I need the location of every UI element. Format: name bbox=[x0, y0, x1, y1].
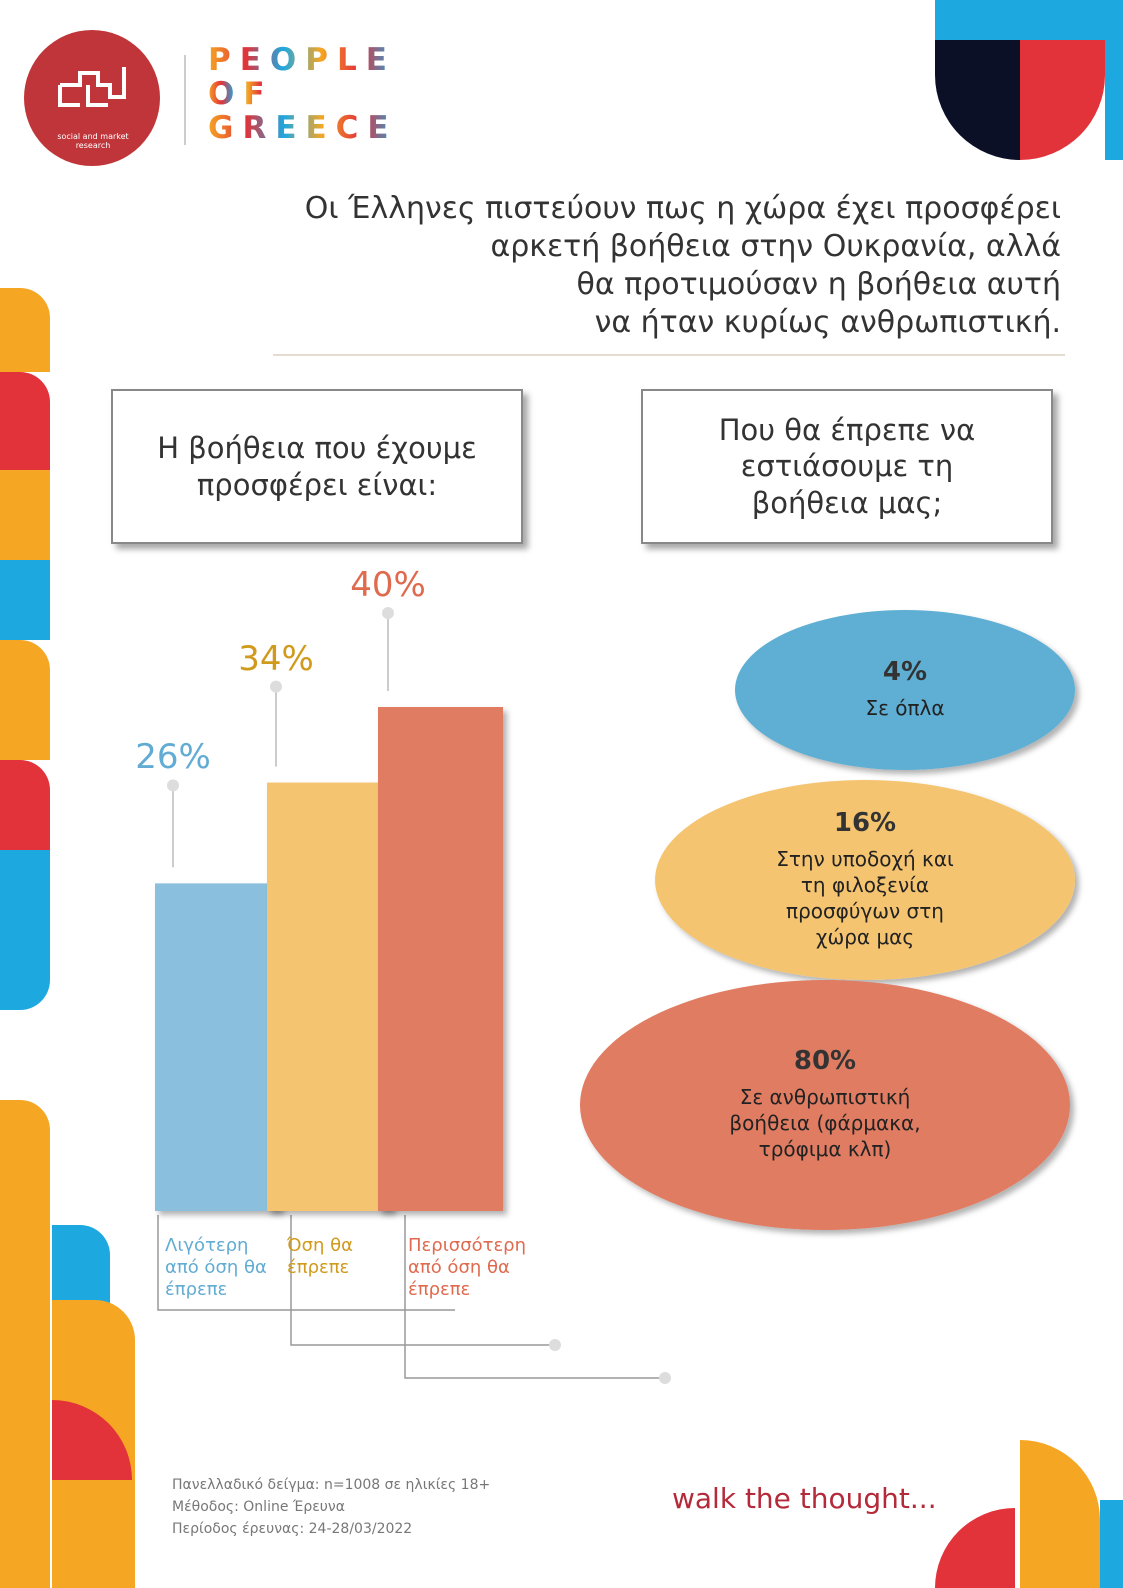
value-label: 34% bbox=[238, 638, 314, 679]
value-dot bbox=[270, 680, 282, 693]
logo-text: social and market research bbox=[57, 132, 129, 150]
brand: OF bbox=[208, 76, 274, 112]
note: Περίοδος έρευνας: 24-28/03/2022 bbox=[172, 1521, 413, 1537]
bar bbox=[267, 782, 392, 1211]
category-label: Λιγότερη από όση θα έπρεπε bbox=[165, 1235, 267, 1300]
corner-decor bbox=[935, 0, 1123, 1588]
note: Μέθοδος: Online Έρευνα bbox=[172, 1499, 345, 1515]
bubble-label: Σε όπλα bbox=[865, 696, 945, 720]
category-label: Περισσότερη από όση θα έπρεπε bbox=[408, 1235, 527, 1300]
tagline: walk the thought... bbox=[672, 1482, 937, 1515]
category-label: Όση θα έπρεπε bbox=[287, 1235, 354, 1278]
brand: PEOPLE bbox=[208, 42, 396, 78]
bubble bbox=[580, 980, 1070, 1230]
chart-title: Η βοήθεια που έχουμε προσφέρει είναι: bbox=[111, 389, 523, 544]
title-line: θα προτιμούσαν η βοήθεια αυτή bbox=[576, 267, 1061, 302]
leader-dot bbox=[549, 1339, 561, 1351]
logo-mark bbox=[58, 67, 126, 107]
title-line: να ήταν κυρίως ανθρωπιστική. bbox=[594, 305, 1061, 340]
leader-dot bbox=[659, 1372, 671, 1384]
bubble-label: Σε ανθρωπιστική βοήθεια (φάρμακα, τρόφιμ… bbox=[729, 1085, 921, 1161]
category-leaders bbox=[157, 1215, 665, 1379]
value-label: 40% bbox=[350, 565, 426, 605]
value-dot bbox=[167, 779, 179, 792]
title-line: αρκετή βοήθεια στην Ουκρανία, αλλά bbox=[490, 229, 1061, 264]
bar bbox=[378, 707, 503, 1211]
value-label: 26% bbox=[135, 737, 211, 778]
brand: GREECE bbox=[208, 110, 398, 146]
bubble bbox=[655, 780, 1075, 980]
chart-title: Που θα έπρεπε να εστιάσουμε τη βοήθεια μ… bbox=[641, 389, 1053, 544]
value-label: 80% bbox=[793, 1046, 857, 1076]
bubble bbox=[735, 610, 1075, 770]
logo bbox=[24, 30, 160, 166]
bar bbox=[155, 883, 280, 1211]
value-dot bbox=[382, 607, 394, 619]
notes: Πανελλαδικό δείγμα: n=1008 σε ηλικίες 18… bbox=[172, 1474, 490, 1540]
bubble-label: Στην υποδοχή και τη φιλοξενία προσφύγων … bbox=[776, 847, 954, 949]
title: Οι Έλληνες πιστεύουν πως η χώρα έχει προ… bbox=[305, 190, 1061, 342]
left-decor bbox=[0, 288, 135, 1588]
value-label: 4% bbox=[882, 657, 928, 687]
value-label: 16% bbox=[833, 808, 897, 838]
note: Πανελλαδικό δείγμα: n=1008 σε ηλικίες 18… bbox=[172, 1477, 491, 1493]
title-line: Οι Έλληνες πιστεύουν πως η χώρα έχει προ… bbox=[304, 191, 1061, 226]
